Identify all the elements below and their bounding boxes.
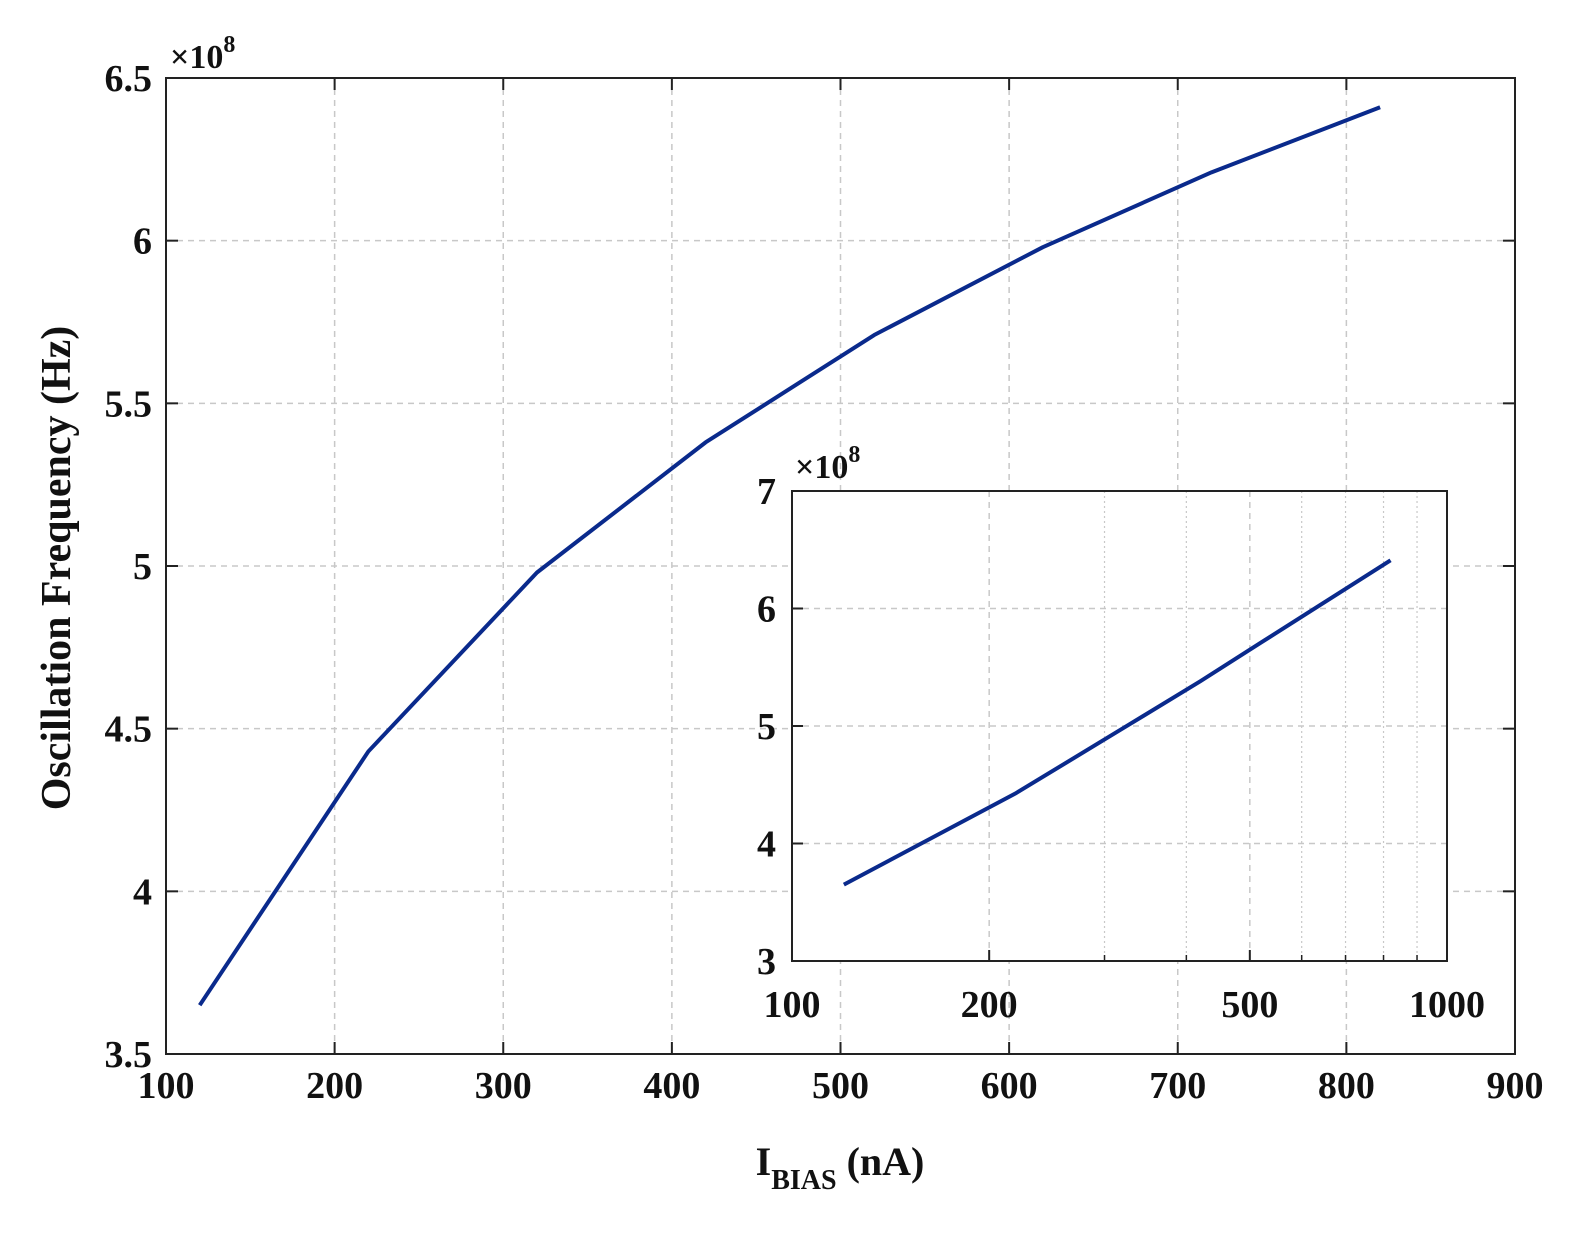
- inset-x-tick-label: 200: [961, 984, 1018, 1026]
- main-y-tick-label: 6: [133, 221, 152, 263]
- inset-series: [842, 558, 1392, 887]
- inset-x-tick-label: 1000: [1409, 984, 1485, 1026]
- inset-x-tick-label: 100: [764, 984, 821, 1026]
- main-x-tick-label: 500: [812, 1065, 869, 1107]
- inset-background: [792, 491, 1447, 961]
- inset-tick-labels: 100 200 500 1000 3 4 5 6 7: [757, 471, 1485, 1026]
- inset-y-tick-label: 4: [757, 824, 776, 866]
- inset-y-tick-label: 5: [757, 706, 776, 748]
- inset-y-tick-label: 7: [757, 471, 776, 513]
- main-y-tick-label: 6.5: [105, 58, 153, 100]
- main-series: [198, 105, 1381, 1007]
- inset-axes-box: [791, 490, 1448, 962]
- main-y-tick-label: 3.5: [105, 1034, 153, 1076]
- x-axis-title-unit: (nA): [847, 1139, 925, 1184]
- main-series-line: [198, 105, 1381, 1007]
- main-y-tick-label: 4: [133, 871, 152, 913]
- main-x-tick-label: 900: [1487, 1065, 1544, 1107]
- inset-y-tick-label: 6: [757, 589, 776, 631]
- main-y-tick-label: 5.5: [105, 383, 153, 425]
- x-axis-title: IBIAS (nA): [756, 1139, 925, 1196]
- x-axis-title-main: I: [756, 1139, 772, 1184]
- inset-series-line: [842, 558, 1392, 887]
- main-x-tick-label: 800: [1318, 1065, 1375, 1107]
- inset-y-tick-label: 3: [757, 941, 776, 983]
- y-axis-title: Oscillation Frequency (Hz): [34, 326, 80, 811]
- inset-grid: [792, 491, 1447, 961]
- inset-y-multiplier: ×108: [795, 442, 860, 486]
- main-frame: [165, 77, 1516, 1055]
- main-x-tick-label: 700: [1149, 1065, 1206, 1107]
- main-x-tick-label: 200: [306, 1065, 363, 1107]
- main-y-tick-label: 4.5: [105, 709, 153, 751]
- main-y-multiplier: ×108: [170, 32, 235, 76]
- main-x-tick-label: 300: [475, 1065, 532, 1107]
- main-x-tick-label: 100: [138, 1065, 195, 1107]
- inset-y-multiplier-base: ×10: [795, 449, 848, 486]
- main-tick-labels: 100 200 300 400 500 600 700 800 900 3.5 4 4.5 5 5.5 6 6…: [105, 58, 1544, 1107]
- main-y-multiplier-base: ×10: [170, 39, 223, 76]
- main-y-multiplier-exponent: 8: [223, 32, 235, 58]
- main-x-tick-label: 400: [643, 1065, 700, 1107]
- inset-plot: 100 200 500 1000 3 4 5 6 7 ×108: [757, 442, 1485, 1026]
- main-axes-box: [165, 77, 1516, 1055]
- main-y-tick-label: 5: [133, 546, 152, 588]
- inset-y-multiplier-exponent: 8: [848, 442, 860, 468]
- inset-x-tick-label: 500: [1221, 984, 1278, 1026]
- inset-frame: [791, 490, 1448, 962]
- main-x-tick-label: 600: [981, 1065, 1038, 1107]
- x-axis-title-subscript: BIAS: [771, 1165, 836, 1196]
